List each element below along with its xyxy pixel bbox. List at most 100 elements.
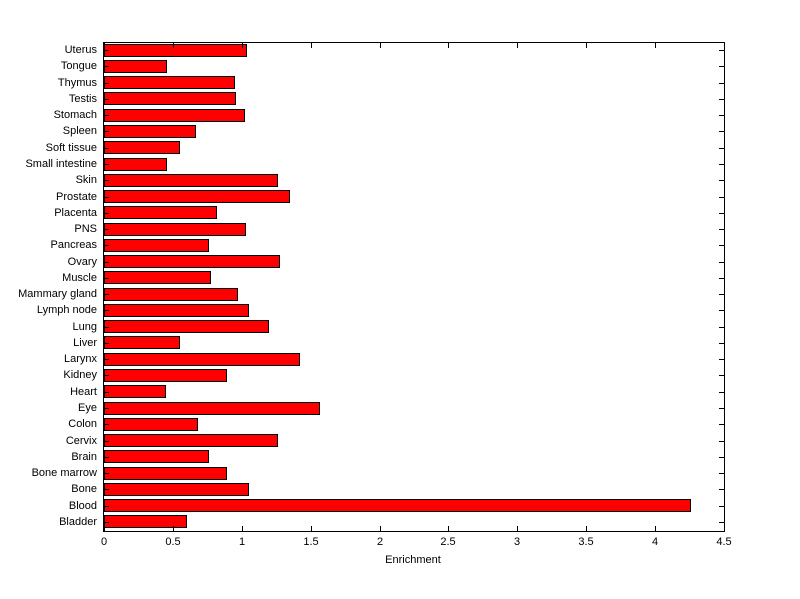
bar — [104, 369, 227, 382]
bar — [104, 125, 196, 138]
y-tick-mark — [719, 424, 724, 425]
y-tick-label: Bladder — [59, 516, 97, 528]
y-tick-mark — [719, 245, 724, 246]
x-tick-label: 3.5 — [578, 536, 594, 548]
y-tick-mark — [719, 148, 724, 149]
x-tick-mark — [448, 43, 449, 48]
y-tick-mark — [104, 310, 109, 311]
y-tick-mark — [719, 441, 724, 442]
x-tick-label: 3 — [513, 536, 521, 548]
x-tick-label: 0 — [100, 536, 108, 548]
y-tick-mark — [104, 99, 109, 100]
x-tick-label: 1.5 — [303, 536, 319, 548]
y-tick-label: Tongue — [60, 60, 97, 72]
bar — [104, 158, 167, 171]
bar — [104, 92, 236, 105]
x-tick-mark — [448, 526, 449, 531]
y-tick-label: Uterus — [64, 44, 97, 56]
y-tick-label: Larynx — [63, 353, 97, 365]
y-tick-label: Lymph node — [36, 304, 97, 316]
x-tick-mark — [380, 526, 381, 531]
y-tick-mark — [104, 115, 109, 116]
y-tick-mark — [104, 164, 109, 165]
bar — [104, 353, 300, 366]
x-tick-mark — [104, 526, 105, 531]
bar — [104, 255, 280, 268]
y-tick-label: Bone — [71, 483, 97, 495]
y-tick-label: Mammary gland — [18, 288, 97, 300]
y-tick-mark — [719, 66, 724, 67]
x-tick-mark — [517, 526, 518, 531]
y-tick-mark — [104, 66, 109, 67]
bar — [104, 141, 180, 154]
x-axis-title: Enrichment — [385, 554, 441, 566]
y-tick-mark — [104, 506, 109, 507]
bar — [104, 206, 217, 219]
y-tick-label: PNS — [74, 223, 97, 235]
x-tick-label: 2 — [376, 536, 384, 548]
bar — [104, 467, 227, 480]
y-tick-mark — [719, 506, 724, 507]
y-tick-label: Blood — [68, 500, 97, 512]
x-tick-label: 1 — [238, 536, 246, 548]
y-tick-mark — [104, 359, 109, 360]
x-tick-mark — [724, 526, 725, 531]
y-tick-mark — [719, 197, 724, 198]
bar — [104, 402, 320, 415]
y-tick-label: Spleen — [62, 125, 97, 137]
y-tick-label: Prostate — [56, 191, 97, 203]
bar — [104, 320, 269, 333]
y-tick-label: Colon — [68, 418, 97, 430]
y-tick-mark — [104, 473, 109, 474]
bar — [104, 174, 278, 187]
bar — [104, 450, 209, 463]
bar — [104, 385, 166, 398]
bar — [104, 499, 691, 512]
bar — [104, 109, 245, 122]
y-tick-label: Pancreas — [50, 239, 97, 251]
y-tick-label: Liver — [73, 337, 97, 349]
x-tick-mark — [655, 526, 656, 531]
y-tick-label: Placenta — [54, 207, 97, 219]
y-tick-mark — [104, 245, 109, 246]
y-tick-label: Bone marrow — [31, 467, 97, 479]
y-tick-mark — [104, 148, 109, 149]
bar — [104, 271, 211, 284]
x-tick-mark — [311, 526, 312, 531]
y-tick-mark — [719, 180, 724, 181]
y-tick-label: Soft tissue — [45, 142, 97, 154]
x-tick-label: 4.5 — [716, 536, 732, 548]
y-tick-label: Thymus — [57, 77, 97, 89]
y-tick-mark — [719, 83, 724, 84]
y-tick-label: Testis — [68, 93, 97, 105]
y-tick-mark — [104, 392, 109, 393]
bar — [104, 288, 238, 301]
y-tick-mark — [104, 180, 109, 181]
bar — [104, 418, 198, 431]
y-tick-mark — [719, 327, 724, 328]
bar — [104, 483, 249, 496]
y-tick-mark — [719, 473, 724, 474]
x-tick-label: 2.5 — [440, 536, 456, 548]
y-tick-mark — [719, 262, 724, 263]
bar — [104, 515, 187, 528]
y-tick-label: Eye — [78, 402, 97, 414]
y-tick-mark — [104, 457, 109, 458]
y-tick-mark — [719, 50, 724, 51]
x-tick-mark — [242, 43, 243, 48]
y-tick-mark — [719, 457, 724, 458]
y-tick-label: Heart — [70, 386, 97, 398]
y-tick-label: Skin — [75, 174, 97, 186]
x-tick-mark — [517, 43, 518, 48]
y-tick-mark — [719, 115, 724, 116]
y-tick-mark — [104, 278, 109, 279]
x-tick-mark — [380, 43, 381, 48]
x-tick-mark — [173, 526, 174, 531]
y-tick-mark — [719, 278, 724, 279]
y-tick-mark — [719, 131, 724, 132]
y-tick-mark — [719, 164, 724, 165]
y-tick-mark — [104, 131, 109, 132]
y-tick-mark — [719, 522, 724, 523]
bar — [104, 76, 235, 89]
